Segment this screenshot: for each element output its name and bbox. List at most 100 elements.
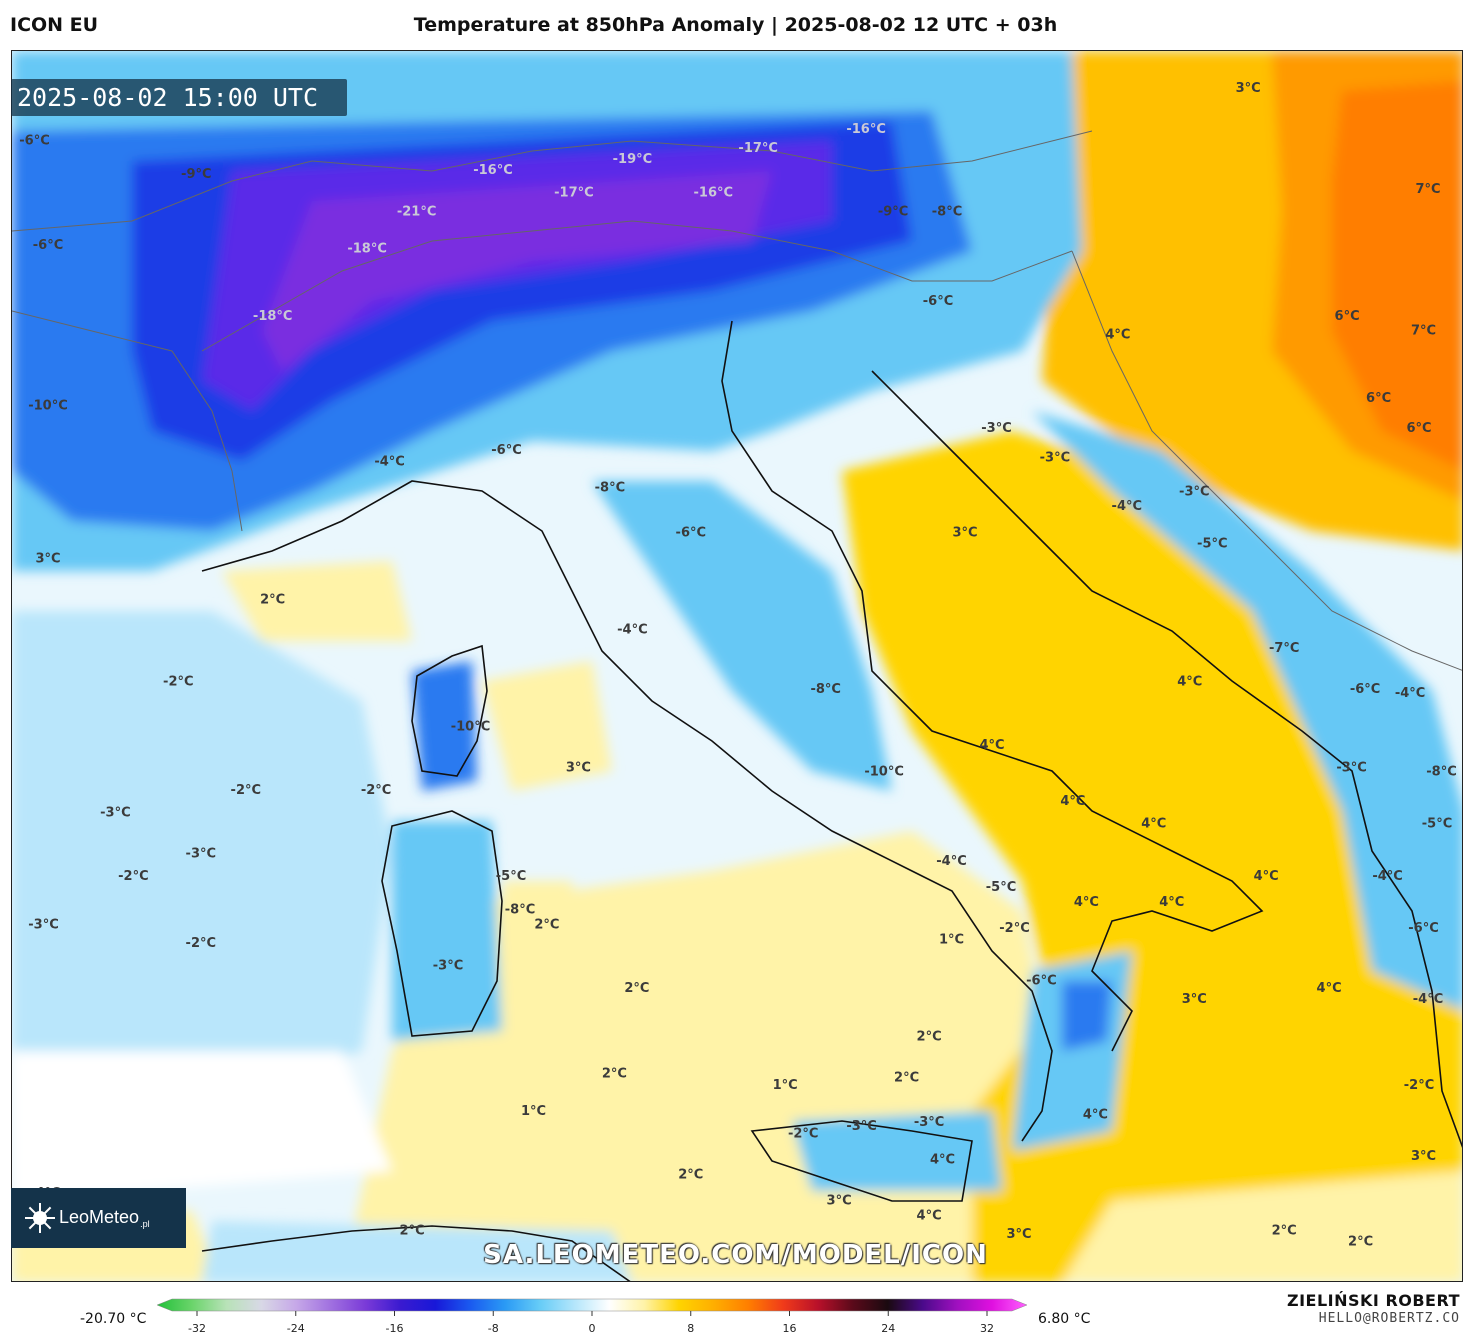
colorbar-tick-label: -8 bbox=[487, 1322, 499, 1335]
colorbar-bar bbox=[156, 1298, 1028, 1312]
temperature-label: -6°C bbox=[676, 525, 706, 540]
borders bbox=[12, 130, 1462, 671]
temperature-label: -8°C bbox=[595, 481, 625, 496]
temperature-label: 1°C bbox=[939, 932, 964, 947]
anomaly-field bbox=[12, 51, 1462, 1281]
colorbar-tick-label: 0 bbox=[588, 1322, 596, 1335]
border-east bbox=[1071, 250, 1462, 671]
temperature-label: -18°C bbox=[347, 242, 387, 257]
temperature-label: -3°C bbox=[186, 846, 216, 861]
coast-africa bbox=[201, 1225, 631, 1281]
map-view[interactable]: -6°C -9°C -21°C -16°C -17°C -19°C -16°C -17°C -1… bbox=[11, 50, 1463, 1282]
temperature-label: 4°C bbox=[1141, 817, 1166, 832]
temperature-label: 4°C bbox=[1159, 895, 1184, 910]
temperature-label: 3°C bbox=[827, 1194, 852, 1209]
temperature-label: -2°C bbox=[361, 783, 391, 798]
temperature-label: -3°C bbox=[433, 958, 463, 973]
temperature-label: -5°C bbox=[1422, 817, 1452, 832]
temperature-label: 2°C bbox=[1348, 1235, 1373, 1250]
temperature-label: -8°C bbox=[810, 682, 840, 697]
map-canvas: -6°C -9°C -21°C -16°C -17°C -19°C -16°C -17°C -1… bbox=[12, 51, 1462, 1281]
temperature-label: -2°C bbox=[118, 869, 148, 884]
field-pale-yellow-sardinia bbox=[502, 881, 582, 1011]
temperature-label: 2°C bbox=[534, 917, 559, 932]
field-pale-yellow-southeast bbox=[1063, 1171, 1462, 1281]
field-pale-blue-west bbox=[12, 611, 392, 1111]
coast-italy-east bbox=[721, 320, 1264, 1052]
temperature-label: -8°C bbox=[1426, 764, 1456, 779]
temperature-label: 2°C bbox=[260, 593, 285, 608]
colorbar-tick-label: -32 bbox=[188, 1322, 206, 1335]
temperature-label: 4°C bbox=[1317, 981, 1342, 996]
temperature-label: 4°C bbox=[917, 1209, 942, 1224]
temperature-label: 4°C bbox=[1060, 794, 1085, 809]
field-dark-orange-northeast bbox=[1332, 81, 1462, 471]
colorbar-tick-label: -24 bbox=[286, 1322, 305, 1335]
colorbar-tick-label: 32 bbox=[980, 1322, 994, 1335]
colorbar-min-value: -20.70 °C bbox=[80, 1311, 147, 1327]
field-blue-italy bbox=[592, 481, 892, 791]
temperature-label: -2°C bbox=[999, 921, 1029, 936]
temperature-label: -6°C bbox=[1408, 921, 1438, 936]
temperature-label: 4°C bbox=[979, 738, 1004, 753]
source-watermark: SA.LEOMETEO.COM/MODEL/ICON bbox=[483, 1240, 988, 1270]
field-blue-corsica bbox=[412, 661, 477, 791]
coast-sicily bbox=[750, 1120, 973, 1202]
colorbar-tick-label: 16 bbox=[782, 1322, 797, 1335]
temperature-label: -18°C bbox=[253, 309, 293, 324]
temperature-label: 7°C bbox=[1411, 324, 1436, 339]
field-pale-yellow-west bbox=[222, 561, 412, 641]
temperature-label: 3°C bbox=[952, 525, 977, 540]
map-title: Temperature at 850hPa Anomaly | 2025-08-… bbox=[413, 14, 1058, 36]
temperature-label: -2°C bbox=[186, 936, 216, 951]
temperature-label: -5°C bbox=[986, 880, 1016, 895]
temperature-label: 4°C bbox=[930, 1153, 955, 1168]
colorbar-tick-label: 8 bbox=[687, 1322, 695, 1335]
temperature-label: -10°C bbox=[451, 720, 491, 735]
temperature-label: -4°C bbox=[374, 454, 404, 469]
temperature-label: 3°C bbox=[35, 552, 60, 567]
temperature-label: -19°C bbox=[613, 152, 653, 167]
temperature-label: 6°C bbox=[1335, 309, 1360, 324]
temperature-label: -2°C bbox=[231, 783, 261, 798]
coast-sardinia bbox=[381, 810, 503, 1037]
temperature-label: 2°C bbox=[602, 1067, 627, 1082]
temperature-label: -6°C bbox=[1026, 973, 1056, 988]
temperature-label: 6°C bbox=[1366, 391, 1391, 406]
temperature-label: 3°C bbox=[1236, 81, 1261, 96]
header: ICON EU Temperature at 850hPa Anomaly | … bbox=[0, 0, 1471, 50]
model-name: ICON EU bbox=[10, 14, 99, 36]
temperature-label: -17°C bbox=[738, 141, 778, 156]
temperature-label: -6°C bbox=[923, 294, 953, 309]
temperature-label: 3°C bbox=[1006, 1227, 1031, 1242]
temperature-label: 2°C bbox=[1272, 1224, 1297, 1239]
temperature-label: -6°C bbox=[491, 443, 521, 458]
temperature-label: 4°C bbox=[1105, 328, 1130, 343]
colorbar-tick-label: -16 bbox=[385, 1322, 404, 1335]
temperature-label: -6°C bbox=[19, 133, 49, 148]
temperature-label: -3°C bbox=[846, 1119, 876, 1134]
temperature-label: 6°C bbox=[1406, 421, 1431, 436]
temperature-label: -4°C bbox=[1413, 992, 1443, 1007]
field-white-sea bbox=[12, 1051, 392, 1201]
field-blue-sardinia bbox=[392, 821, 502, 1041]
temperature-label: -5°C bbox=[1197, 537, 1227, 552]
temperature-label: -3°C bbox=[914, 1115, 944, 1130]
colorbar: -20.70 °C -32 -24 -16 -8 0 8 16 24 32 6.80 °C ZI… bbox=[0, 1285, 1471, 1338]
sun-icon bbox=[25, 1203, 55, 1233]
coastlines bbox=[201, 320, 1462, 1281]
temperature-label: -9°C bbox=[181, 167, 211, 182]
temperature-label: 4°C bbox=[1177, 675, 1202, 690]
temperature-label: -3°C bbox=[1179, 484, 1209, 499]
field-blue-balkans bbox=[1032, 411, 1462, 1011]
field-deep-purple-alps bbox=[262, 171, 772, 371]
temperature-label: 4°C bbox=[1254, 869, 1279, 884]
coast-balkans bbox=[871, 370, 1462, 1148]
temperature-label: -6°C bbox=[33, 238, 63, 253]
coast-corsica bbox=[411, 644, 488, 777]
temperature-label: -4°C bbox=[936, 854, 966, 869]
temperature-label: 4°C bbox=[1083, 1108, 1108, 1123]
temperature-label: -16°C bbox=[846, 122, 886, 137]
author-email[interactable]: HELLO@ROBERTZ.CO bbox=[1318, 1311, 1460, 1326]
temperature-label: -3°C bbox=[100, 805, 130, 820]
